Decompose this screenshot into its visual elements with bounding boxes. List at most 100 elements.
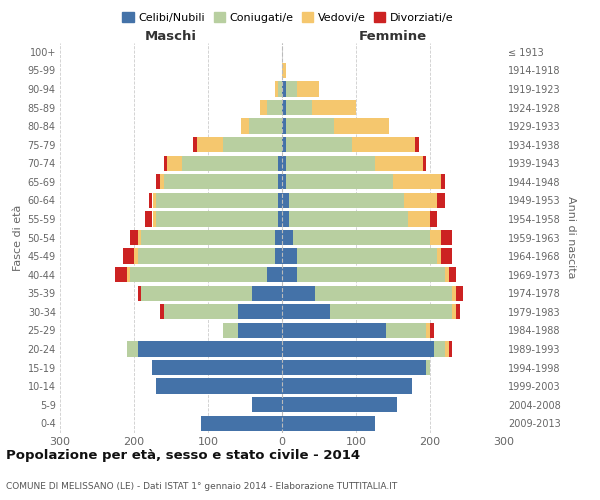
Bar: [445, 267, 449, 282]
Bar: [430, 212, 437, 226]
Bar: [193, 137, 197, 152]
Bar: [167, 156, 182, 171]
Bar: [282, 156, 286, 171]
Bar: [130, 267, 267, 282]
Bar: [282, 342, 434, 356]
Bar: [441, 174, 445, 190]
Bar: [152, 212, 156, 226]
Bar: [138, 342, 282, 356]
Bar: [289, 192, 404, 208]
Bar: [152, 192, 156, 208]
Bar: [267, 100, 282, 115]
Bar: [138, 230, 142, 245]
Bar: [164, 156, 167, 171]
Bar: [286, 82, 297, 96]
Bar: [282, 378, 412, 394]
Bar: [278, 212, 282, 226]
Bar: [149, 192, 152, 208]
Bar: [441, 248, 452, 264]
Bar: [404, 192, 437, 208]
Text: Maschi: Maschi: [145, 30, 197, 44]
Bar: [282, 212, 289, 226]
Bar: [282, 82, 286, 96]
Bar: [275, 230, 282, 245]
Bar: [286, 174, 393, 190]
Bar: [260, 100, 267, 115]
Bar: [123, 248, 134, 264]
Bar: [374, 156, 422, 171]
Bar: [278, 192, 282, 208]
Bar: [241, 118, 249, 134]
Bar: [445, 342, 449, 356]
Bar: [200, 416, 282, 431]
Bar: [282, 248, 297, 264]
Bar: [282, 304, 330, 320]
Bar: [275, 82, 278, 96]
Bar: [437, 192, 445, 208]
Bar: [278, 174, 282, 190]
Bar: [286, 100, 311, 115]
Bar: [160, 304, 164, 320]
Bar: [156, 212, 278, 226]
Bar: [282, 118, 286, 134]
Bar: [156, 192, 278, 208]
Bar: [156, 174, 160, 190]
Bar: [164, 304, 238, 320]
Bar: [115, 267, 127, 282]
Bar: [278, 156, 282, 171]
Bar: [393, 174, 441, 190]
Bar: [142, 286, 253, 301]
Bar: [238, 322, 282, 338]
Bar: [286, 156, 374, 171]
Bar: [449, 267, 456, 282]
Bar: [437, 248, 441, 264]
Bar: [223, 322, 238, 338]
Bar: [130, 230, 138, 245]
Bar: [267, 267, 282, 282]
Bar: [282, 360, 426, 375]
Bar: [138, 248, 275, 264]
Bar: [316, 286, 452, 301]
Bar: [408, 212, 430, 226]
Bar: [426, 322, 430, 338]
Bar: [127, 267, 130, 282]
Bar: [282, 416, 374, 431]
Bar: [293, 230, 430, 245]
Text: COMUNE DI MELISSANO (LE) - Dati ISTAT 1° gennaio 2014 - Elaborazione TUTTITALIA.: COMUNE DI MELISSANO (LE) - Dati ISTAT 1°…: [6, 482, 397, 491]
Text: Popolazione per età, sesso e stato civile - 2014: Popolazione per età, sesso e stato civil…: [6, 450, 360, 462]
Bar: [282, 267, 297, 282]
Bar: [297, 248, 437, 264]
Bar: [275, 248, 282, 264]
Bar: [282, 286, 316, 301]
Bar: [297, 82, 319, 96]
Bar: [449, 342, 452, 356]
Bar: [422, 156, 426, 171]
Bar: [452, 304, 456, 320]
Legend: Celibi/Nubili, Coniugati/e, Vedovi/e, Divorziati/e: Celibi/Nubili, Coniugati/e, Vedovi/e, Di…: [118, 8, 458, 28]
Bar: [182, 156, 278, 171]
Bar: [289, 212, 408, 226]
Y-axis label: Fasce di età: Fasce di età: [13, 204, 23, 270]
Bar: [142, 230, 275, 245]
Bar: [441, 230, 452, 245]
Bar: [456, 286, 463, 301]
Bar: [164, 174, 278, 190]
Bar: [282, 192, 289, 208]
Bar: [152, 360, 282, 375]
Y-axis label: Anni di nascita: Anni di nascita: [566, 196, 577, 279]
Bar: [134, 248, 138, 264]
Bar: [452, 286, 456, 301]
Bar: [282, 100, 286, 115]
Bar: [286, 118, 334, 134]
Bar: [282, 230, 293, 245]
Bar: [138, 286, 142, 301]
Bar: [286, 137, 352, 152]
Bar: [253, 286, 282, 301]
Bar: [223, 137, 282, 152]
Bar: [238, 304, 282, 320]
Bar: [352, 137, 415, 152]
Bar: [430, 230, 441, 245]
Bar: [282, 397, 397, 412]
Bar: [415, 137, 419, 152]
Bar: [145, 212, 152, 226]
